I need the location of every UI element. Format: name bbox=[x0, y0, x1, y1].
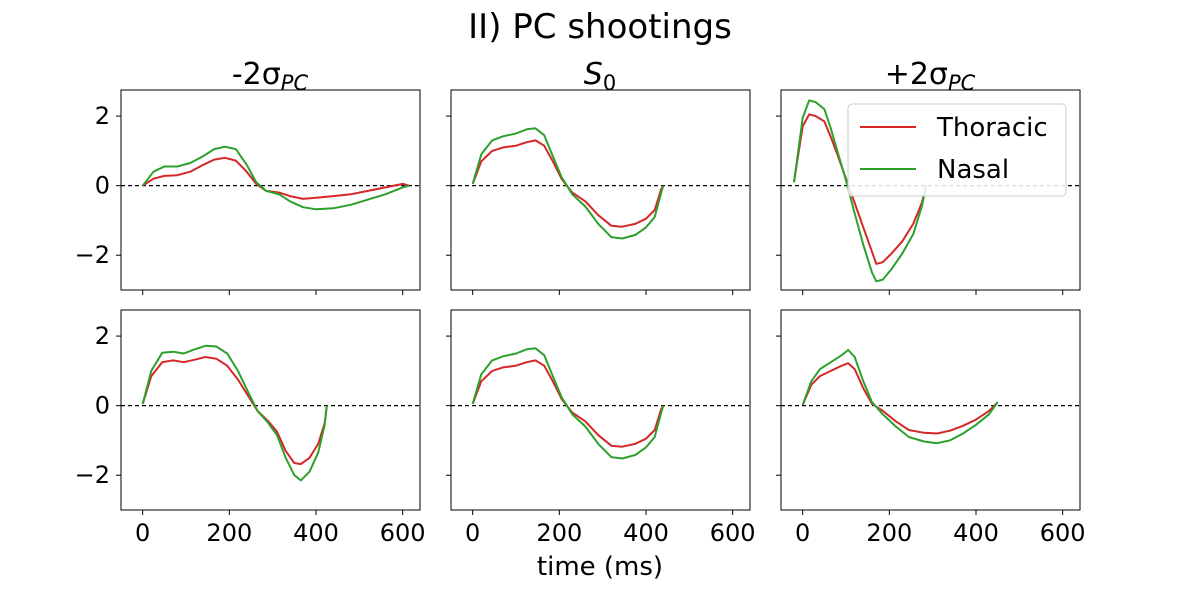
x-tick-label: 600 bbox=[1040, 519, 1086, 547]
series-line-nasal bbox=[141, 344, 328, 482]
x-axis-label: time (ms) bbox=[537, 552, 663, 582]
y-tick-label: 2 bbox=[95, 102, 110, 130]
column-title-plus-2sigma: +2σPC bbox=[885, 57, 976, 95]
column-title-minus-2sigma: -2σPC bbox=[232, 57, 309, 95]
figure-title: II) PC shootings bbox=[468, 7, 732, 47]
series-line-thoracic bbox=[141, 356, 328, 466]
series-line-thoracic bbox=[793, 113, 928, 265]
x-tick-label: 200 bbox=[536, 519, 582, 547]
x-tick-label: 400 bbox=[623, 519, 669, 547]
x-tick-label: 0 bbox=[135, 519, 150, 547]
y-tick-label: −2 bbox=[75, 241, 110, 269]
axes-frame bbox=[120, 309, 421, 511]
axes-frame bbox=[780, 89, 1081, 291]
legend: Thoracic Nasal bbox=[847, 103, 1067, 197]
x-tick-label: 0 bbox=[465, 519, 480, 547]
series-line-nasal bbox=[801, 349, 999, 445]
x-tick-label: 400 bbox=[293, 519, 339, 547]
x-tick-label: 400 bbox=[953, 519, 999, 547]
series-line-thoracic bbox=[471, 139, 665, 228]
series-line-nasal bbox=[471, 347, 665, 460]
subplot-r1c0: 0 200 400 600 −2 0 2 bbox=[75, 309, 426, 547]
series-line-nasal bbox=[471, 127, 665, 240]
series-line-nasal bbox=[793, 99, 928, 283]
series-line-thoracic bbox=[801, 362, 999, 435]
legend-label-nasal: Nasal bbox=[937, 155, 1009, 185]
subplot-r1c2: 0 200 400 600 bbox=[776, 309, 1086, 547]
y-tick-label: −2 bbox=[75, 461, 110, 489]
series-line-thoracic bbox=[471, 359, 665, 448]
y-tick-label: 0 bbox=[95, 172, 110, 200]
legend-label-thoracic: Thoracic bbox=[936, 113, 1048, 143]
subplot-r1c1: 0 200 400 600 bbox=[446, 309, 756, 547]
y-tick-label: 2 bbox=[95, 322, 110, 350]
x-tick-label: 0 bbox=[795, 519, 810, 547]
y-tick-label: 0 bbox=[95, 392, 110, 420]
x-tick-label: 200 bbox=[206, 519, 252, 547]
x-tick-label: 600 bbox=[710, 519, 756, 547]
axes-frame bbox=[120, 89, 421, 291]
x-tick-label: 600 bbox=[380, 519, 426, 547]
series-line-nasal bbox=[141, 145, 410, 211]
subplot-r0c0: −2 0 2 bbox=[75, 89, 421, 295]
column-title-mean-shape: S0 bbox=[584, 57, 616, 95]
axes-frame bbox=[780, 309, 1081, 511]
axes-frame bbox=[450, 309, 751, 511]
axes-frame bbox=[450, 89, 751, 291]
x-tick-label: 200 bbox=[866, 519, 912, 547]
subplot-r0c1 bbox=[446, 89, 751, 295]
